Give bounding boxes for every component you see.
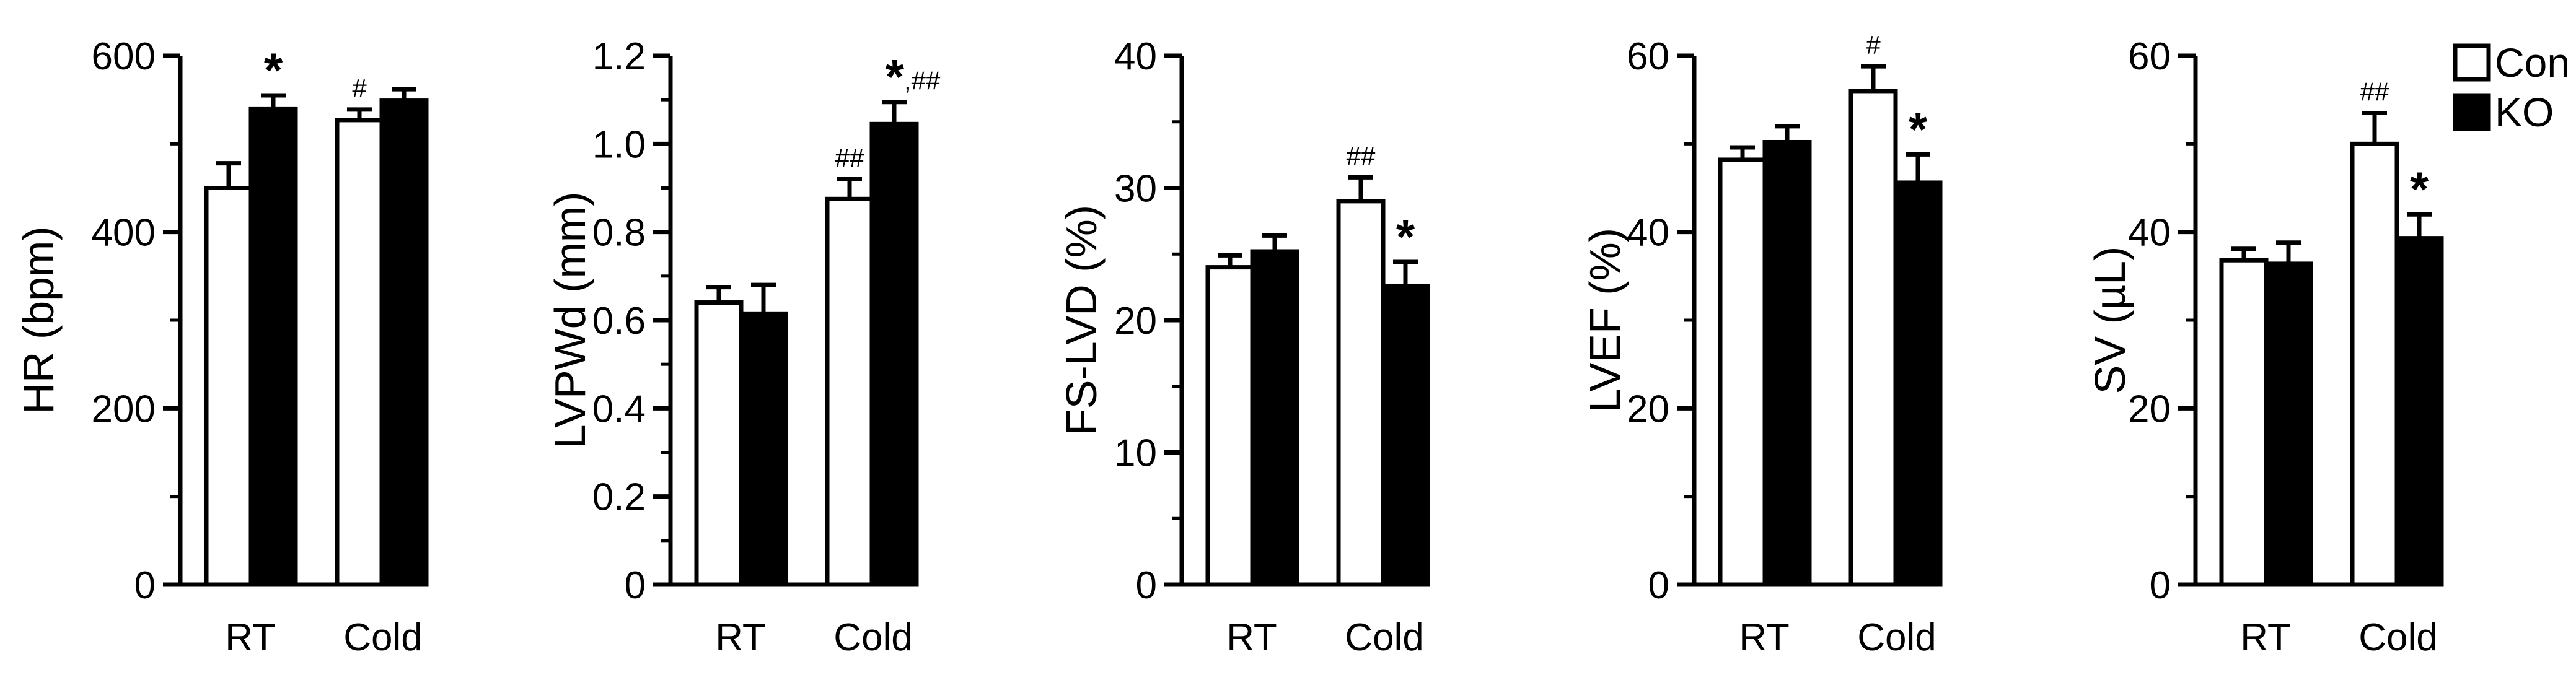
chart-panel-3: 0 10 20 30 40 FS-LVD (%) RT Cold ## * <box>1057 35 1430 659</box>
legend-swatch-con <box>2453 43 2491 82</box>
y-axis-title: LVPWd (mm) <box>546 192 594 449</box>
bar-ko-rt <box>739 311 788 587</box>
x-category-label: RT <box>225 616 276 659</box>
x-category-label: Cold <box>343 616 423 659</box>
y-tick-label: 1.0 <box>592 123 646 166</box>
bar-ko-cold <box>379 98 429 587</box>
y-axis-title: FS-LVD (%) <box>1057 205 1106 435</box>
bar-ko-cold <box>2394 236 2444 587</box>
chart-panel-2: 0 0.2 0.4 0.6 0.8 1.0 1.2 LVPWd (mm) RT Cold ## *,#… <box>546 35 941 659</box>
y-tick-label: 40 <box>1114 35 1157 78</box>
bar-ko-rt <box>248 106 298 587</box>
bar-con-cold <box>335 118 384 587</box>
y-tick-label: 20 <box>2128 388 2171 430</box>
y-tick-label: 0 <box>1648 564 1669 607</box>
chart-panel-5: 0 20 40 60 SV (µL) RT Cold ## * <box>2086 35 2444 659</box>
bar-con-cold <box>2350 141 2399 587</box>
y-tick-label: 20 <box>1627 388 1669 430</box>
legend: Con KO <box>2453 40 2570 135</box>
bar-ko-rt <box>2264 261 2313 587</box>
significance-annotation: ## <box>835 143 864 172</box>
y-tick-label: 60 <box>1627 35 1669 78</box>
y-tick-label: 0 <box>134 564 156 607</box>
y-tick-label: 0 <box>625 564 646 607</box>
x-category-label: RT <box>1739 616 1790 659</box>
y-tick-label: 400 <box>92 212 156 255</box>
bar-con-rt <box>1205 265 1255 587</box>
significance-annotation: ## <box>2360 77 2389 107</box>
legend-label-ko: KO <box>2495 89 2554 135</box>
y-tick-label: 0.4 <box>592 388 646 430</box>
y-tick-label: 10 <box>1114 432 1157 475</box>
bar-con-cold <box>1848 89 1898 587</box>
y-axis-title: LVEF (%) <box>1581 228 1629 412</box>
y-tick-label: 40 <box>2128 212 2171 255</box>
bar-con-rt <box>1718 157 1767 587</box>
y-tick-label: 30 <box>1114 168 1157 211</box>
bar-con-rt <box>694 300 744 587</box>
bar-ko-cold <box>1893 180 1943 587</box>
bar-ko-cold <box>869 121 919 587</box>
significance-annotation: * <box>1909 102 1928 156</box>
x-category-label: RT <box>1226 616 1277 659</box>
significance-annotation: * <box>1396 209 1415 264</box>
y-tick-label: 1.2 <box>592 35 646 78</box>
bar-ko-cold <box>1381 283 1430 587</box>
y-tick-label: 600 <box>92 35 156 78</box>
significance-annotation: * <box>264 43 283 97</box>
significance-annotation: *,## <box>886 50 941 104</box>
x-category-label: Cold <box>2358 616 2438 659</box>
x-category-label: Cold <box>833 616 913 659</box>
y-tick-label: 200 <box>92 388 156 430</box>
significance-annotation: * <box>2410 162 2429 216</box>
y-axis-title: SV (µL) <box>2086 246 2134 394</box>
bar-con-cold <box>825 196 874 587</box>
chart-panel-4: 0 20 40 60 LVEF (%) RT Cold # * <box>1581 30 1943 659</box>
bar-ko-rt <box>1762 139 1812 587</box>
bar-con-cold <box>1336 199 1386 587</box>
x-category-label: Cold <box>1857 616 1936 659</box>
y-axis-title: HR (bpm) <box>14 226 63 414</box>
x-category-label: RT <box>715 616 766 659</box>
y-tick-label: 0 <box>1136 564 1157 607</box>
x-category-label: Cold <box>1345 616 1424 659</box>
y-tick-label: 0.6 <box>592 300 646 342</box>
bar-con-rt <box>204 186 253 587</box>
significance-annotation: # <box>352 74 367 103</box>
bar-con-rt <box>2219 258 2269 587</box>
y-tick-label: 60 <box>2128 35 2171 78</box>
y-tick-label: 0.8 <box>592 212 646 255</box>
x-category-label: RT <box>2240 616 2291 659</box>
significance-annotation: ## <box>1347 141 1376 170</box>
y-tick-label: 40 <box>1627 212 1669 255</box>
legend-swatch-ko <box>2453 93 2491 131</box>
significance-annotation: # <box>1866 30 1881 59</box>
y-tick-label: 0 <box>2150 564 2171 607</box>
legend-label-con: Con <box>2495 40 2570 85</box>
y-tick-label: 20 <box>1114 300 1157 342</box>
bar-ko-rt <box>1250 249 1299 587</box>
y-tick-label: 0.2 <box>592 476 646 519</box>
chart-panel-1: 0 200 400 600 HR (bpm) RT Cold * # <box>14 35 429 659</box>
